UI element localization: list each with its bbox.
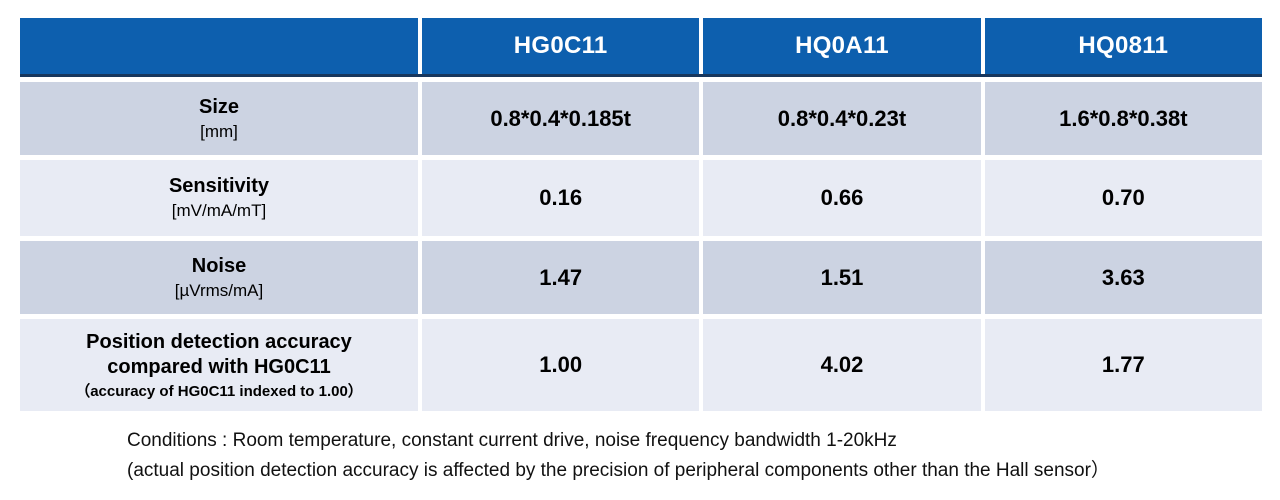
- row-header-size: Size [mm]: [20, 82, 418, 155]
- cell-noise-hq0811: 3.63: [984, 241, 1262, 314]
- cell-value: 1.6*0.8*0.38t: [1059, 105, 1188, 131]
- row-label: Sensitivity: [168, 175, 270, 197]
- header-cell-hg0c11: HG0C11: [422, 18, 700, 74]
- header-underline: [20, 74, 1262, 77]
- row-label: Position detection accuracy compared wit…: [86, 330, 352, 378]
- footnote-line-1: Conditions : Room temperature, constant …: [127, 430, 897, 451]
- cell-value: 0.70: [1101, 185, 1145, 210]
- header-cell-empty: [20, 18, 418, 74]
- table-header-row: HG0C11 HQ0A11 HQ0811: [20, 18, 1262, 74]
- cell-value: 4.02: [820, 352, 864, 377]
- cell-size-hq0a11: 0.8*0.4*0.23t: [703, 82, 981, 155]
- row-unit: [mV/mA/mT]: [171, 201, 267, 220]
- table-row-noise: Noise [µVrms/mA] 1.47 1.51 3.63: [20, 241, 1262, 314]
- row-header-noise: Noise [µVrms/mA]: [20, 241, 418, 314]
- row-label: Noise: [191, 254, 247, 277]
- cell-value: 0.8*0.4*0.23t: [777, 105, 907, 131]
- cell-sensitivity-hq0811: 0.70: [984, 160, 1262, 236]
- cell-value: 1.77: [1101, 352, 1145, 377]
- sensor-comparison-table: HG0C11 HQ0A11 HQ0811 Size [mm] 0.8*0.4*0…: [20, 18, 1262, 411]
- header-cell-hq0a11: HQ0A11: [703, 18, 981, 74]
- cell-value: 1.51: [820, 264, 864, 290]
- row-unit: [µVrms/mA]: [174, 280, 264, 300]
- cell-sensitivity-hq0a11: 0.66: [703, 160, 981, 236]
- row-header-sensitivity: Sensitivity [mV/mA/mT]: [20, 160, 418, 236]
- row-label: Size: [198, 95, 240, 118]
- row-header-position-accuracy: Position detection accuracy compared wit…: [20, 319, 418, 411]
- conditions-footnote: Conditions : Room temperature, constant …: [127, 426, 1110, 486]
- footnote-line-2: (actual position detection accuracy is a…: [127, 460, 1110, 481]
- row-sublabel: （accuracy of HG0C11 indexed to 1.00）: [75, 382, 363, 400]
- header-cell-hq0811: HQ0811: [984, 18, 1262, 74]
- cell-accuracy-hq0a11: 4.02: [703, 319, 981, 411]
- cell-noise-hq0a11: 1.51: [703, 241, 981, 314]
- cell-size-hg0c11: 0.8*0.4*0.185t: [422, 82, 700, 155]
- cell-value: 0.16: [539, 185, 583, 210]
- table-row-size: Size [mm] 0.8*0.4*0.185t 0.8*0.4*0.23t 1…: [20, 82, 1262, 155]
- cell-value: 1.47: [539, 264, 583, 290]
- cell-accuracy-hq0811: 1.77: [984, 319, 1262, 411]
- table-row-sensitivity: Sensitivity [mV/mA/mT] 0.16 0.66 0.70: [20, 160, 1262, 236]
- cell-value: 0.8*0.4*0.185t: [490, 105, 631, 131]
- cell-value: 3.63: [1101, 264, 1145, 290]
- cell-value: 0.66: [820, 185, 864, 210]
- cell-value: 1.00: [539, 352, 583, 377]
- table-row-position-accuracy: Position detection accuracy compared wit…: [20, 319, 1262, 411]
- cell-noise-hg0c11: 1.47: [422, 241, 700, 314]
- cell-sensitivity-hg0c11: 0.16: [422, 160, 700, 236]
- row-unit: [mm]: [200, 121, 238, 141]
- cell-size-hq0811: 1.6*0.8*0.38t: [984, 82, 1262, 155]
- cell-accuracy-hg0c11: 1.00: [422, 319, 700, 411]
